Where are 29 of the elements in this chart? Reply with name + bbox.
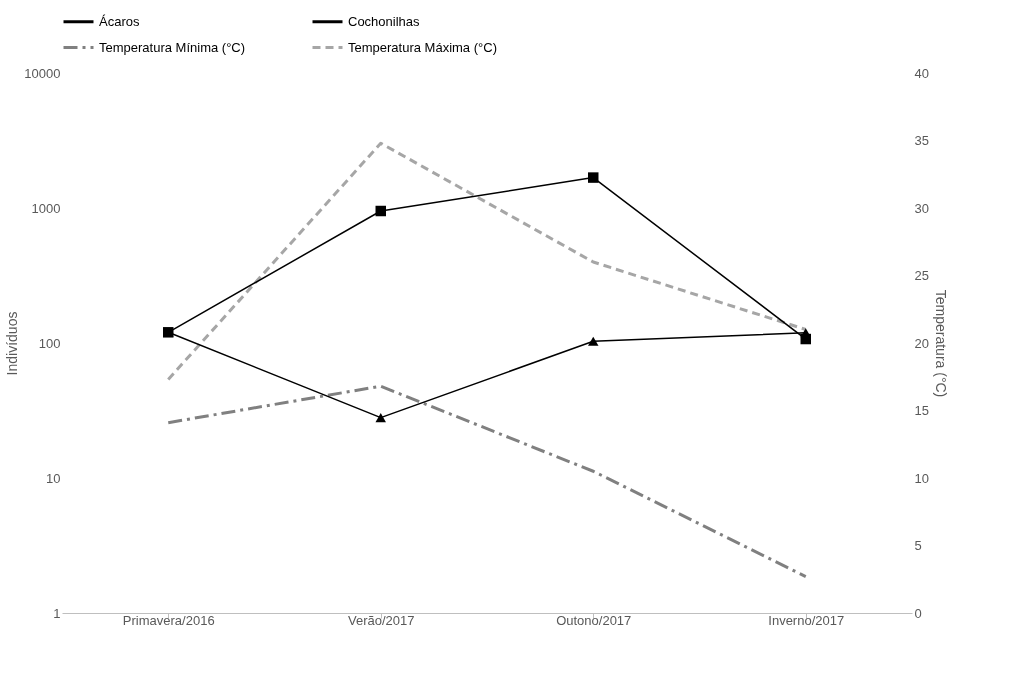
y2-tick-label: 5: [914, 538, 922, 553]
y-tick-label: 1000: [31, 200, 61, 216]
point: [588, 172, 599, 183]
y2-tick-label: 15: [914, 403, 929, 418]
y2-tick-label: 25: [914, 268, 929, 283]
y-axis-title: Indivíduos: [4, 311, 21, 376]
y2-axis-title: Temperatura (°C): [932, 289, 949, 398]
y-tick-label: 1: [53, 605, 61, 621]
y-tick-label: 10000: [24, 65, 61, 81]
x-tick-label: Verão/2017: [347, 612, 415, 628]
y-tick-label: 10: [46, 470, 61, 486]
y2-tick-label: 0: [914, 605, 922, 621]
line-series: [166, 384, 808, 579]
legend-label: Ácaros: [99, 13, 140, 29]
legend-label: Temperatura Mínima (°C): [99, 39, 246, 55]
x-tick-label: Primavera/2016: [122, 612, 215, 628]
y2-tick-label: 10: [914, 470, 929, 486]
y2-tick-label: 35: [914, 133, 929, 148]
y2-tick-label: 40: [914, 65, 929, 81]
y2-tick-label: 30: [914, 200, 929, 216]
x-tick-label: Outono/2017: [556, 612, 632, 628]
y-tick-label: 100: [38, 335, 61, 351]
x-tick-label: Inverno/2017: [768, 612, 845, 628]
legend-label: Cochonilhas: [348, 13, 421, 29]
point: [375, 205, 386, 217]
point: [588, 336, 599, 346]
legend-label: Temperatura Máxima (°C): [348, 39, 497, 55]
y2-tick-label: 20: [914, 335, 929, 351]
point: [375, 413, 386, 423]
